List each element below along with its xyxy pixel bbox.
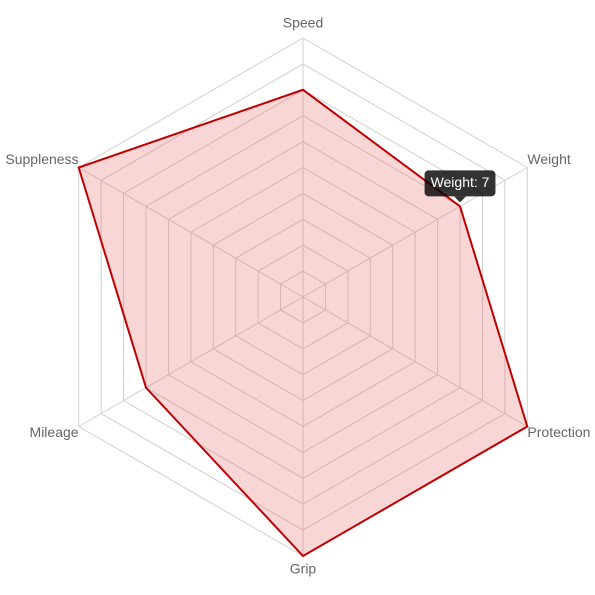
- axis-label: Mileage: [30, 424, 79, 440]
- axis-label: Grip: [290, 561, 317, 577]
- spoke: [78, 296, 304, 427]
- axis-label: Suppleness: [5, 151, 78, 167]
- tooltip: Weight: 7: [424, 170, 496, 203]
- tooltip-text: Weight: 7: [431, 174, 490, 190]
- axis-label: Weight: [527, 151, 570, 167]
- axis-label: Speed: [283, 15, 323, 31]
- tooltip-arrow: [454, 196, 467, 203]
- spoke: [78, 167, 304, 298]
- radar-area: [77, 88, 529, 558]
- spoke: [302, 296, 528, 427]
- axis-label: Protection: [527, 424, 590, 440]
- tooltip-box: [424, 170, 496, 197]
